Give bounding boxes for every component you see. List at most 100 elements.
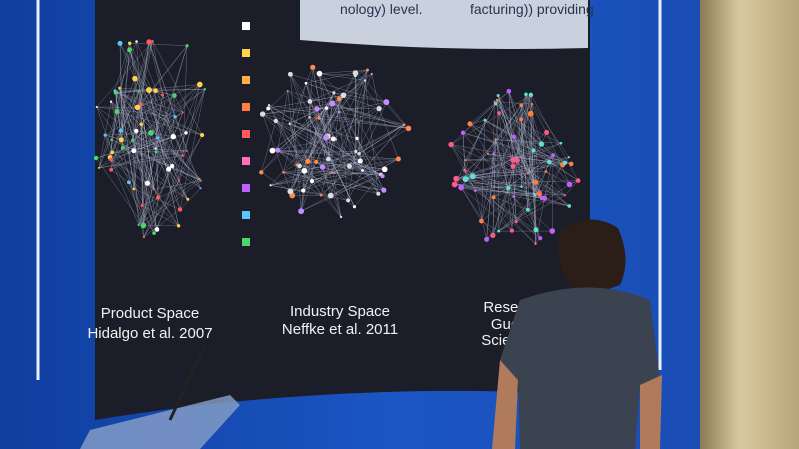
graph-node xyxy=(146,39,152,45)
graph-edge xyxy=(525,94,537,230)
graph-edge xyxy=(143,134,203,238)
graph-edge xyxy=(178,84,201,181)
graph-edge xyxy=(362,124,405,171)
graph-node xyxy=(109,100,113,103)
graph-node xyxy=(514,157,520,163)
graph-node xyxy=(132,75,138,82)
graph-edge xyxy=(109,157,139,226)
graph-edge xyxy=(456,143,562,179)
graph-edge xyxy=(272,138,334,151)
graph-node xyxy=(334,137,337,141)
graph-node xyxy=(173,115,177,119)
graph-edge xyxy=(338,101,387,113)
graph-node xyxy=(275,147,281,153)
graph-edge xyxy=(168,169,188,200)
graph-edge xyxy=(517,160,536,196)
graph-edge xyxy=(129,42,188,46)
graph-node xyxy=(494,101,498,106)
graph-node xyxy=(200,133,205,138)
graph-node xyxy=(497,111,501,115)
panel-subtitle: Hidalgo et al. 2007 xyxy=(87,325,212,342)
graph-node xyxy=(166,166,172,172)
graph-edge xyxy=(110,101,188,200)
graph-edge xyxy=(270,185,322,196)
graph-node xyxy=(566,181,573,188)
graph-node xyxy=(357,158,363,164)
graph-edge xyxy=(174,95,184,113)
graph-node xyxy=(453,175,460,182)
graph-node xyxy=(506,88,512,94)
graph-node xyxy=(519,103,524,108)
graph-node xyxy=(467,121,473,127)
graph-edge xyxy=(493,197,528,210)
graph-edge xyxy=(261,120,277,173)
graph-node xyxy=(464,159,467,162)
graph-edge xyxy=(355,72,380,109)
graph-edge xyxy=(119,43,200,179)
graph-edge xyxy=(469,119,485,124)
graph-edge xyxy=(270,185,331,196)
graph-node xyxy=(563,194,567,197)
graph-node xyxy=(110,150,114,155)
graph-edge xyxy=(96,106,113,153)
graph-node xyxy=(131,148,137,154)
graph-edge xyxy=(469,123,489,154)
graph-node xyxy=(177,207,183,212)
graph-edge xyxy=(465,173,528,180)
graph-edge xyxy=(525,94,547,133)
panel-title: Industry Space xyxy=(290,303,390,320)
graph-edge xyxy=(322,124,405,168)
graph-edge xyxy=(454,184,509,189)
graph-edge xyxy=(155,90,175,96)
graph-edge xyxy=(261,172,291,192)
graph-edge xyxy=(494,101,532,105)
graph-node xyxy=(327,192,334,199)
graph-edge xyxy=(495,139,514,197)
graph-node xyxy=(109,167,114,172)
graph-edge xyxy=(303,158,399,191)
graph-edge xyxy=(182,45,188,156)
graph-edge xyxy=(277,90,288,151)
graph-edge xyxy=(143,95,175,226)
graph-node xyxy=(549,228,556,234)
graph-edge xyxy=(143,165,173,238)
graph-edge xyxy=(140,104,188,200)
graph-edge xyxy=(481,120,486,222)
graph-edge xyxy=(498,195,566,232)
graph-edge xyxy=(322,167,342,218)
graph-node xyxy=(525,207,530,212)
graph-node xyxy=(484,236,490,242)
graph-edge xyxy=(515,157,570,222)
graph-node xyxy=(347,163,352,169)
graph-edge xyxy=(525,94,570,158)
graph-edge xyxy=(371,73,380,109)
graph-edge xyxy=(525,94,542,145)
graph-node xyxy=(185,44,189,48)
graph-node xyxy=(118,137,124,143)
graph-edge xyxy=(378,108,399,160)
graph-node xyxy=(323,134,329,141)
graph-edge xyxy=(349,166,381,175)
graph-node xyxy=(333,172,336,175)
graph-node xyxy=(492,152,495,156)
graph-node xyxy=(196,81,203,88)
graph-edge xyxy=(487,153,572,165)
graph-node xyxy=(490,232,496,238)
graph-edge xyxy=(331,158,399,173)
graph-edge xyxy=(469,91,509,124)
graph-node xyxy=(298,208,305,215)
graph-node xyxy=(510,157,516,163)
graph-edge xyxy=(316,108,327,138)
graph-edge xyxy=(330,69,368,196)
graph-edge xyxy=(289,123,300,166)
graph-node xyxy=(287,188,294,195)
graph-node xyxy=(395,156,401,162)
graph-node xyxy=(544,170,548,173)
banner-text: nology) level. xyxy=(340,1,423,17)
graph-node xyxy=(305,158,311,165)
graph-edge xyxy=(179,89,205,210)
graph-node xyxy=(267,104,271,107)
graph-edge xyxy=(109,157,155,234)
graph-edge xyxy=(462,132,509,189)
graph-edge xyxy=(155,45,188,149)
